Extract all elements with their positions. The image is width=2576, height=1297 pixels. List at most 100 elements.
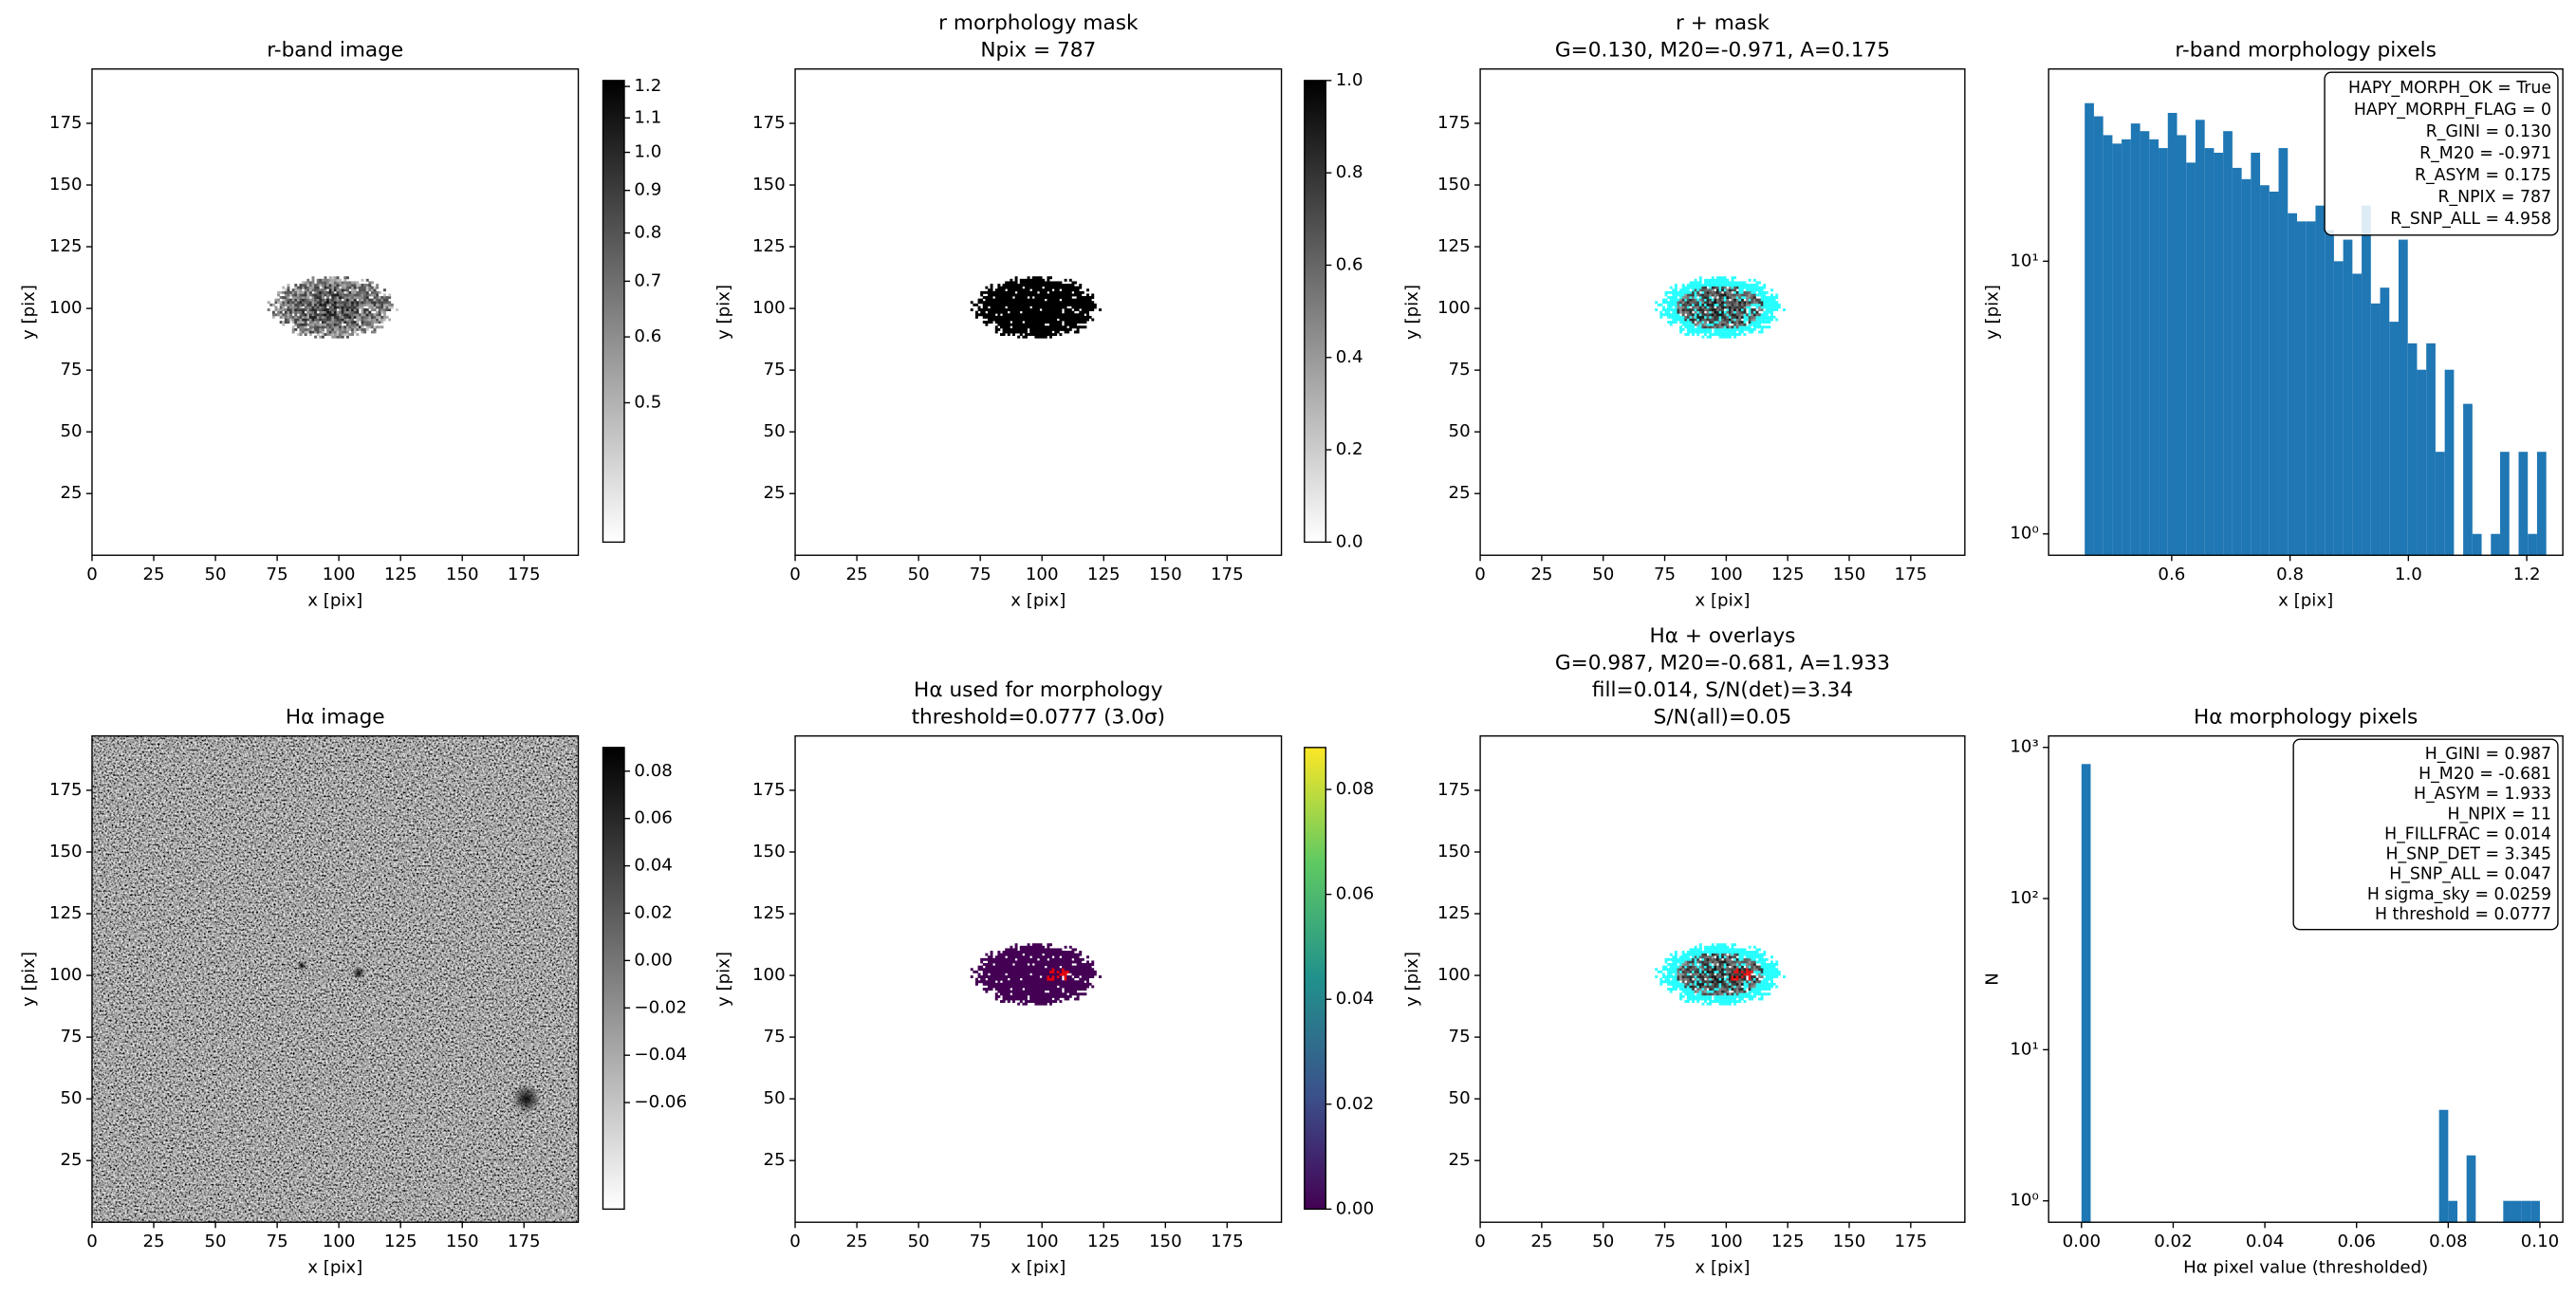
pixel [1031,994,1035,998]
pixel [1689,284,1693,287]
pixel [1758,988,1762,991]
pixel [328,325,332,329]
pixel [1715,945,1719,949]
pixel [1047,296,1050,300]
pixel [1022,306,1026,309]
colorbar-tick-label: 1.2 [634,76,661,96]
pixel [326,333,330,337]
colorbar-tick-label: −0.02 [634,997,687,1017]
pixel [1738,303,1742,306]
pixel [1733,948,1737,952]
pixel [308,288,312,292]
pixel [302,313,306,317]
pixel [296,325,300,329]
pixel [308,310,312,314]
pixel [1743,982,1747,986]
pixel [1667,980,1671,984]
pixel [1694,948,1697,952]
pixel [1007,965,1010,969]
pixel [1049,301,1052,305]
pixel [358,303,361,306]
pixel [1064,290,1067,294]
pixel [1007,948,1010,952]
pixel [1088,315,1092,319]
pixel [1694,284,1697,287]
pixel [1692,288,1696,292]
pixel [1002,284,1006,287]
pixel [365,278,369,282]
pixel [1728,310,1732,314]
pixel [1034,980,1038,984]
chart-title: S/N(all)=0.05 [1654,706,1792,730]
pixel [1740,310,1744,314]
pixel [1698,977,1702,981]
pixel [1692,973,1696,976]
pixel [1763,957,1767,961]
pixel [1684,973,1688,976]
pixel [311,330,315,334]
x-tick-label: 25 [1530,565,1552,584]
pixel [1698,301,1702,305]
pixel [1042,994,1046,998]
pixel [1091,970,1095,973]
pixel [1076,965,1080,969]
pixel [1031,955,1035,959]
pixel [1743,951,1747,954]
pixel [1704,290,1707,294]
pixel [1751,323,1754,326]
pixel [1752,313,1756,317]
pixel [1071,306,1075,309]
pixel [1735,290,1739,294]
pixel [1027,290,1030,294]
pixel [326,315,330,319]
pixel [1715,965,1719,969]
pixel [1042,293,1046,297]
pixel [1726,948,1730,952]
pixel [302,293,306,297]
pixel [1027,303,1030,306]
pixel [990,982,993,986]
pixel [1733,980,1737,984]
pixel [1692,315,1696,319]
pixel [1723,994,1727,998]
pixel [1017,293,1021,297]
pixel [1723,293,1727,297]
pixel [1760,955,1764,959]
pixel [1014,321,1018,324]
pixel [1074,298,1077,302]
pixel [1755,298,1759,302]
pixel [1740,284,1744,287]
pixel [1011,951,1015,954]
pixel [1031,315,1035,319]
bar [2186,162,2196,556]
pixel [1698,327,1702,331]
pixel [1066,303,1070,306]
pixel [1661,975,1665,978]
pixel [326,301,330,305]
pixel [1723,298,1727,302]
pixel [1022,990,1026,993]
pixel [1718,945,1722,949]
pixel [985,970,989,973]
pixel [1694,313,1697,317]
pixel [1718,293,1722,297]
pixel [1011,308,1015,312]
pixel [1709,306,1713,309]
pixel [319,278,323,282]
pixel [1002,997,1006,1001]
pixel [363,327,367,331]
pixel [356,303,360,306]
pixel [304,318,307,322]
pixel [339,313,343,317]
y-tick-label: 50 [60,421,82,441]
pixel [1039,315,1043,319]
pixel [1775,973,1779,976]
pixel [1074,953,1077,956]
pixel [1735,985,1739,989]
pixel [382,298,386,302]
pixel [324,278,327,282]
pixel [1711,288,1714,292]
pixel [1752,953,1756,956]
pixel [1704,298,1707,302]
pixel [1686,286,1690,289]
